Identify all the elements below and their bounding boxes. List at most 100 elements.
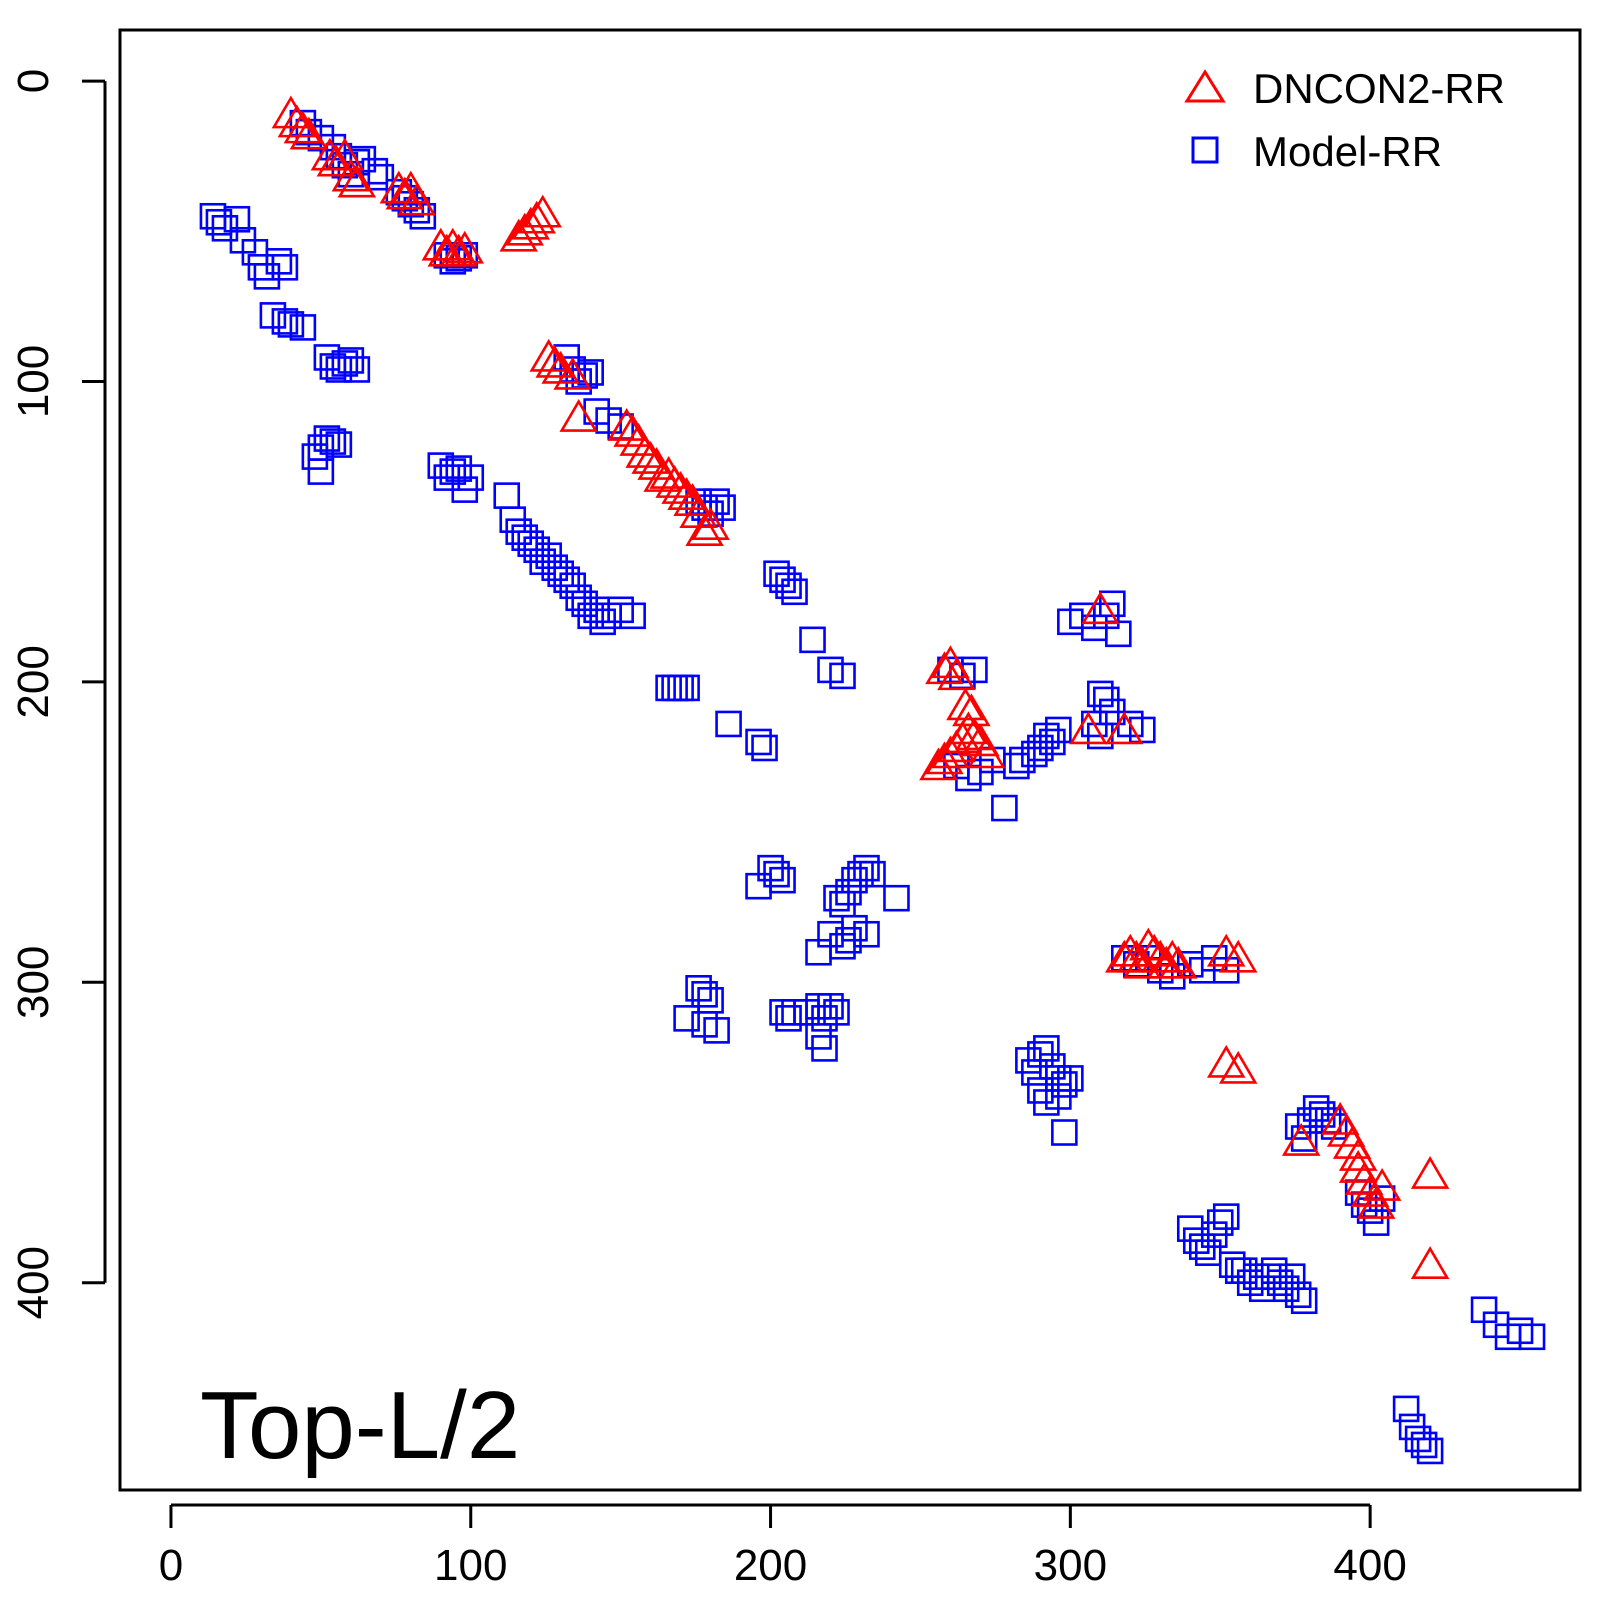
x-axis: 0 100 200 300 400 bbox=[159, 1503, 1407, 1590]
model-rr-point bbox=[337, 347, 365, 374]
y-tick-label: 100 bbox=[9, 345, 58, 418]
dncon2-rr-point bbox=[607, 407, 646, 441]
dncon2-rr-point bbox=[655, 465, 694, 498]
model-rr-point bbox=[991, 794, 1018, 822]
dncon2-rr-point bbox=[1117, 939, 1156, 973]
model-rr-point bbox=[1212, 1203, 1240, 1230]
dncon2-rr-point bbox=[1129, 927, 1168, 961]
model-rr-point bbox=[457, 464, 485, 491]
dncon2-rr-point bbox=[1410, 1155, 1450, 1189]
model-rr-point bbox=[805, 938, 832, 966]
model-rr-point bbox=[1045, 716, 1072, 744]
dncon2-rr-point bbox=[625, 435, 664, 468]
dncon2-rr-point bbox=[967, 735, 1006, 769]
model-rr-point bbox=[859, 860, 886, 888]
dncon2-rr-point bbox=[1105, 711, 1144, 745]
model-rr-point bbox=[775, 572, 802, 600]
dncon2-rr-point bbox=[1410, 1246, 1450, 1279]
dncon2-rr-point bbox=[1159, 945, 1198, 979]
dncon2-rr-point bbox=[691, 507, 730, 540]
dncon2-rr-point bbox=[1111, 933, 1150, 967]
model-rr-point bbox=[325, 431, 353, 458]
x-tick-label: 0 bbox=[159, 1541, 183, 1590]
model-rr-point bbox=[673, 1005, 700, 1032]
x-tick-label: 200 bbox=[734, 1541, 807, 1590]
dncon2-rr-point bbox=[952, 693, 991, 727]
model-rr-point bbox=[1206, 1209, 1234, 1236]
dncon2-rr-point bbox=[955, 717, 994, 751]
model-rr-point bbox=[265, 248, 293, 275]
model-rr-point bbox=[289, 314, 317, 341]
dncon2-rr-point bbox=[433, 227, 473, 261]
x-tick-label: 300 bbox=[1034, 1541, 1107, 1590]
dncon2-rr-point bbox=[1135, 933, 1174, 967]
legend-label-dncon2: DNCON2-RR bbox=[1253, 65, 1505, 112]
model-rr-point bbox=[271, 308, 299, 335]
model-rr-point bbox=[409, 202, 437, 230]
dncon2-rr-point bbox=[937, 657, 976, 691]
model-rr-point bbox=[883, 884, 910, 912]
model-rr-point bbox=[361, 157, 389, 185]
model-rr-point bbox=[715, 710, 742, 738]
model-rr-point bbox=[1033, 1035, 1060, 1062]
model-rr-point bbox=[703, 1017, 730, 1044]
y-tick-label: 400 bbox=[9, 1246, 58, 1319]
model-rr-point bbox=[1105, 620, 1132, 648]
model-rr-point bbox=[1518, 1323, 1546, 1351]
model-rr-point bbox=[493, 482, 521, 509]
dncon2-rr-point bbox=[1362, 1168, 1402, 1201]
model-rr-point bbox=[1051, 1119, 1078, 1146]
model-rr-point bbox=[829, 662, 856, 690]
model-rr-point bbox=[1284, 1281, 1312, 1309]
dncon2-rr-point bbox=[949, 711, 988, 745]
model-rr-point bbox=[1410, 1431, 1438, 1459]
x-tick-label: 100 bbox=[434, 1541, 507, 1590]
model-rr-point bbox=[1392, 1395, 1420, 1423]
model-rr-point bbox=[343, 356, 371, 383]
dncon2-rr-point bbox=[523, 194, 562, 228]
dncon2-rr-point bbox=[439, 233, 479, 267]
dncon2-rr-point bbox=[289, 116, 329, 150]
model-rr-point bbox=[853, 854, 880, 882]
model-rr-point bbox=[1128, 716, 1156, 744]
model-rr-point bbox=[823, 999, 850, 1026]
model-rr-point bbox=[271, 254, 299, 281]
dncon2-rr-point bbox=[1123, 945, 1162, 979]
dncon2-rr-point bbox=[1081, 591, 1120, 625]
dncon2-rr-point bbox=[529, 338, 568, 372]
model-rr-point bbox=[673, 674, 700, 702]
model-rr-point bbox=[799, 626, 826, 654]
dncon2-rr-point bbox=[499, 218, 538, 252]
dncon2-rr-point bbox=[511, 206, 550, 240]
y-tick-label: 300 bbox=[9, 946, 58, 1019]
dncon2-rr-point bbox=[1218, 939, 1258, 973]
dncon2-rr-point bbox=[1281, 1122, 1321, 1156]
model-rr-point bbox=[577, 359, 604, 386]
dncon2-rr-point bbox=[925, 741, 964, 775]
model-rr-point bbox=[247, 254, 275, 281]
dncon2-rr-point bbox=[445, 230, 485, 264]
dncon2-rr-point bbox=[337, 164, 377, 198]
dncon2-rr-point bbox=[283, 110, 323, 144]
dncon2-rr-point bbox=[559, 398, 598, 432]
model-rr-point bbox=[811, 1035, 838, 1062]
dncon2-rr-point bbox=[553, 356, 592, 390]
legend: DNCON2-RR Model-RR bbox=[1184, 65, 1505, 175]
dncon2-rr-point bbox=[685, 513, 724, 546]
dncon2-rr-point bbox=[505, 212, 544, 246]
dncon2-rr-point bbox=[397, 182, 437, 216]
dncon2-rr-point bbox=[1218, 1050, 1258, 1084]
x-tick-label: 400 bbox=[1333, 1541, 1406, 1590]
model-rr-point bbox=[1290, 1287, 1318, 1315]
y-tick-label: 0 bbox=[9, 69, 58, 93]
data-points bbox=[199, 95, 1546, 1465]
model-rr-point bbox=[367, 163, 395, 191]
dncon2-rr-point bbox=[1338, 1137, 1378, 1171]
model-rr-point bbox=[205, 208, 233, 236]
model-rr-point bbox=[751, 734, 778, 762]
model-rr-point bbox=[619, 602, 646, 630]
model-rr-point bbox=[307, 458, 335, 485]
legend-label-model: Model-RR bbox=[1253, 128, 1442, 175]
dncon2-rr-point bbox=[667, 477, 706, 510]
panel-label: Top-L/2 bbox=[200, 1372, 520, 1479]
